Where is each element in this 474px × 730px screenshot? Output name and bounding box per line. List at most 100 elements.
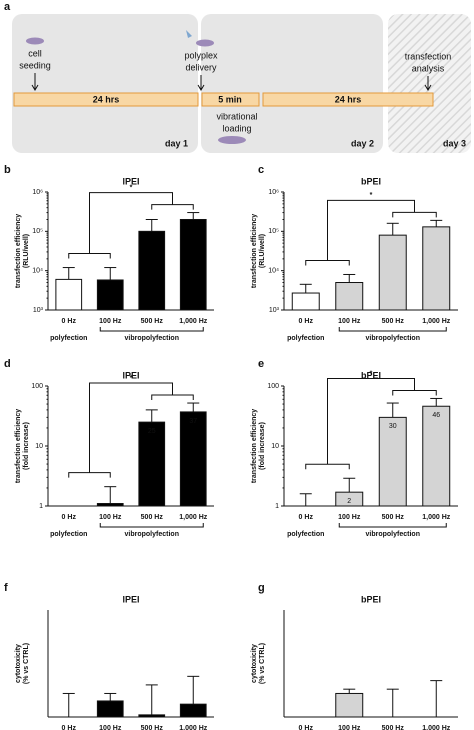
group-label: vibropolyfection xyxy=(125,335,179,342)
error-bar xyxy=(104,692,117,701)
x-tick-label: 100 Hz xyxy=(338,725,361,730)
day-label: day 2 xyxy=(351,138,374,148)
x-tick-label: 500 Hz xyxy=(141,725,164,730)
y-tick-label: 10⁶ xyxy=(268,189,279,196)
bar xyxy=(291,292,320,311)
panel-label: d xyxy=(4,358,11,370)
y-tick-label: 10⁶ xyxy=(32,189,43,196)
error-bar xyxy=(299,493,312,506)
chart-title: bPEI xyxy=(361,594,381,604)
bar xyxy=(335,692,364,718)
value-label: 37 xyxy=(189,418,197,425)
y-axis-label: cytotoxicity xyxy=(251,644,258,683)
chart-title: lPEI xyxy=(122,370,139,380)
cell-icon xyxy=(26,37,44,45)
y-tick-label: 10³ xyxy=(33,307,44,314)
bar xyxy=(335,282,364,311)
significance-label: * xyxy=(130,375,133,382)
bar xyxy=(96,700,124,718)
duration-bar xyxy=(201,92,260,107)
error-bar xyxy=(62,267,75,280)
x-tick-label: 100 Hz xyxy=(338,318,361,325)
x-tick-label: 0 Hz xyxy=(299,318,314,325)
panel-label: b xyxy=(4,164,11,176)
step-label: analysis xyxy=(412,63,445,73)
bar xyxy=(138,714,166,718)
group-label: polyfection xyxy=(287,531,324,538)
chart-title: bPEI xyxy=(361,370,381,380)
bar xyxy=(422,405,451,507)
significance-bracket xyxy=(68,192,194,259)
y-tick-label: 10⁴ xyxy=(32,268,43,275)
cell-icon xyxy=(196,39,214,47)
y-axis-label: (RLU/well) xyxy=(259,234,266,268)
y-tick-label: 100 xyxy=(267,383,279,390)
bar xyxy=(96,279,124,311)
group-label: polyfection xyxy=(50,335,87,342)
x-tick-label: 1,000 Hz xyxy=(179,725,208,730)
x-tick-label: 500 Hz xyxy=(141,514,164,521)
x-tick-label: 0 Hz xyxy=(62,514,77,521)
significance-label: * xyxy=(130,184,133,191)
significance-bracket xyxy=(305,377,437,470)
y-tick-label: 1 xyxy=(275,503,279,510)
bar xyxy=(179,218,207,311)
bar xyxy=(138,421,166,507)
group-bracket xyxy=(338,327,447,332)
duration-label: 5 min xyxy=(218,94,242,104)
bar xyxy=(179,703,207,718)
panel-label: g xyxy=(258,582,265,594)
chart-title: bPEI xyxy=(361,176,381,186)
day-box xyxy=(201,14,383,153)
panel-label: f xyxy=(4,582,8,594)
step-label: transfection xyxy=(405,51,452,61)
significance-bracket xyxy=(305,199,437,266)
y-axis-label: transfection efficiency xyxy=(251,409,258,483)
bar xyxy=(422,226,451,311)
y-tick-label: 1 xyxy=(39,503,43,510)
x-tick-label: 500 Hz xyxy=(382,514,405,521)
error-bar xyxy=(343,273,356,283)
value-label: 46 xyxy=(432,412,440,419)
error-bar xyxy=(343,477,356,493)
x-tick-label: 1,000 Hz xyxy=(179,318,208,325)
panel-label: e xyxy=(258,358,264,370)
error-bar xyxy=(299,283,312,294)
bar xyxy=(96,503,124,507)
x-tick-label: 0 Hz xyxy=(62,725,77,730)
arrows xyxy=(31,73,432,91)
day-label: day 3 xyxy=(443,138,466,148)
value-label: 30 xyxy=(389,423,397,430)
x-tick-label: 0 Hz xyxy=(299,725,314,730)
y-axis-label: cytotoxicity xyxy=(15,644,22,683)
day-box xyxy=(12,14,198,153)
x-tick-label: 1,000 Hz xyxy=(179,514,208,521)
y-axis-label: transfection efficiency xyxy=(15,409,22,483)
error-bar xyxy=(430,219,443,227)
y-tick-label: 10⁵ xyxy=(268,228,279,235)
duration-bar xyxy=(262,92,434,107)
y-tick-label: 10³ xyxy=(269,307,280,314)
x-tick-label: 1,000 Hz xyxy=(422,725,451,730)
error-bar xyxy=(386,402,399,418)
group-label: vibropolyfection xyxy=(366,531,420,538)
day-box xyxy=(388,14,471,153)
y-tick-label: 10 xyxy=(35,443,43,450)
error-bar xyxy=(145,218,158,232)
group-label: polyfection xyxy=(287,335,324,342)
x-tick-label: 1,000 Hz xyxy=(422,514,451,521)
group-label: polyfection xyxy=(50,531,87,538)
x-tick-label: 0 Hz xyxy=(299,514,314,521)
cell-icon xyxy=(218,136,246,144)
x-tick-label: 500 Hz xyxy=(141,318,164,325)
x-tick-label: 500 Hz xyxy=(382,318,405,325)
step-label: delivery xyxy=(185,62,217,72)
bar xyxy=(138,230,166,311)
duration-bar xyxy=(13,92,199,107)
group-bracket xyxy=(99,327,204,332)
error-bar xyxy=(62,692,75,717)
y-axis-label: (RLU/well) xyxy=(23,234,30,268)
error-bar xyxy=(343,688,356,694)
bar xyxy=(55,278,83,311)
